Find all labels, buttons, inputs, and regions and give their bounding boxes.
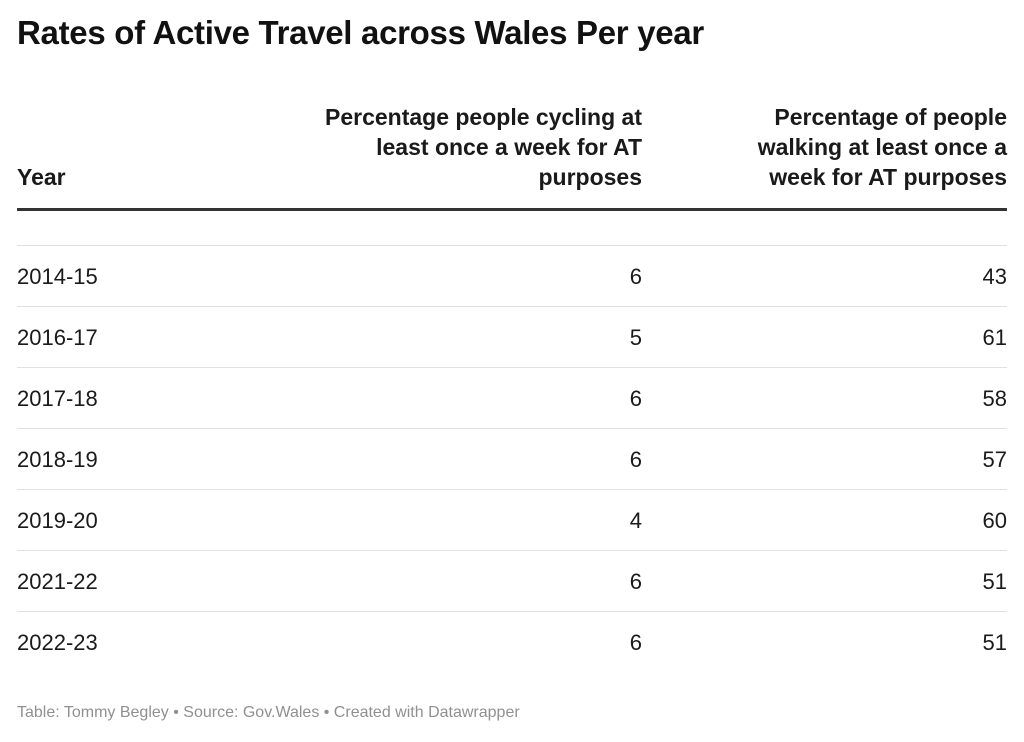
table-row: 2019-20 4 60 <box>17 490 1007 551</box>
cell-walking-value: 51 <box>982 569 1007 594</box>
cell-cycling-value: 5 <box>629 325 642 350</box>
chart-footer: Table: Tommy Begley • Source: Gov.Wales … <box>17 704 520 721</box>
cell-walking-value: 60 <box>982 508 1007 533</box>
table-body: 2014-15 6 43 2016-17 5 61 2017-18 6 58 2018-19 6 57… <box>17 246 1007 672</box>
data-table: Year Percentage people cycling at least … <box>17 104 1007 672</box>
table-spacer-row <box>17 211 1007 246</box>
cell-year: 2014-15 <box>17 264 98 289</box>
cell-year: 2019-20 <box>17 508 98 533</box>
cell-walking-value: 43 <box>982 264 1007 289</box>
column-header-cycling: Percentage people cycling at least once … <box>324 104 642 190</box>
cell-year: 2018-19 <box>17 447 98 472</box>
table-row: 2014-15 6 43 <box>17 246 1007 307</box>
cell-walking-value: 61 <box>982 325 1007 350</box>
cell-walking-value: 58 <box>982 386 1007 411</box>
column-header-walking: Percentage of people walking at least on… <box>757 104 1007 190</box>
cell-cycling-value: 6 <box>629 264 642 289</box>
column-header-year: Year <box>17 164 66 190</box>
cell-cycling-value: 4 <box>629 508 642 533</box>
cell-year: 2022-23 <box>17 630 98 655</box>
cell-cycling-value: 6 <box>629 630 642 655</box>
table-row: 2018-19 6 57 <box>17 429 1007 490</box>
cell-walking-value: 57 <box>982 447 1007 472</box>
chart-title: Rates of Active Travel across Wales Per … <box>17 14 704 51</box>
cell-year: 2021-22 <box>17 569 98 594</box>
cell-cycling-value: 6 <box>629 569 642 594</box>
cell-cycling-value: 6 <box>629 386 642 411</box>
table-row: 2021-22 6 51 <box>17 551 1007 612</box>
cell-year: 2017-18 <box>17 386 98 411</box>
table-row: 2016-17 5 61 <box>17 307 1007 368</box>
cell-year: 2016-17 <box>17 325 98 350</box>
table-row: 2017-18 6 58 <box>17 368 1007 429</box>
cell-walking-value: 51 <box>982 630 1007 655</box>
cell-cycling-value: 6 <box>629 447 642 472</box>
table-header: Year Percentage people cycling at least … <box>17 104 1007 211</box>
table-row: 2022-23 6 51 <box>17 612 1007 672</box>
